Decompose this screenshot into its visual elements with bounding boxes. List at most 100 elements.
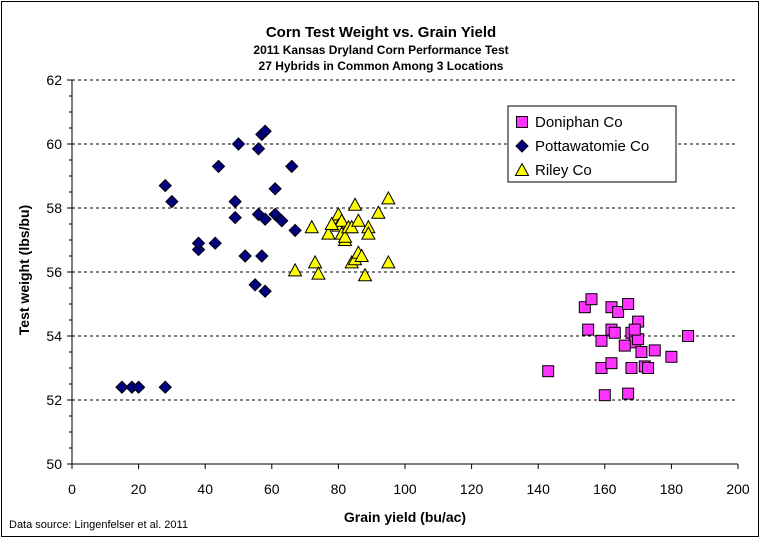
- data-point: [648, 344, 661, 357]
- data-point: [642, 362, 655, 374]
- y-tick-label: 54: [46, 328, 62, 344]
- data-point: [208, 236, 222, 250]
- chart-title: Corn Test Weight vs. Grain Yield: [266, 24, 496, 41]
- data-point: [618, 339, 631, 352]
- legend-label: Pottawatomie Co: [535, 138, 649, 155]
- data-point: [304, 219, 320, 234]
- data-point: [665, 350, 678, 363]
- data-point: [337, 229, 353, 243]
- data-point: [287, 262, 303, 277]
- data-point: [228, 210, 242, 225]
- data-point: [608, 326, 621, 339]
- data-point: [682, 330, 695, 342]
- x-tick-labels: 0 20 40 60 80 100 120 140 160 180 200: [68, 481, 750, 497]
- data-point: [371, 205, 386, 219]
- axes: [67, 79, 739, 469]
- data-point: [268, 207, 282, 222]
- data-point: [361, 226, 376, 240]
- data-point: [255, 249, 269, 263]
- x-tick-label: 60: [264, 481, 280, 497]
- x-tick-label: 80: [331, 481, 347, 497]
- x-tick-label: 160: [593, 481, 617, 497]
- y-axis-label: Test weight (lbs/bu): [16, 205, 32, 335]
- y-tick-label: 50: [46, 456, 62, 472]
- data-point: [258, 284, 272, 298]
- data-point: [381, 254, 396, 269]
- data-point: [307, 254, 323, 269]
- legend-marker: [515, 139, 529, 153]
- y-tick-labels: 50 52 54 56 58 60 62: [46, 72, 62, 472]
- x-tick-label: 40: [197, 481, 213, 497]
- x-tick-label: 140: [527, 481, 551, 497]
- data-point: [351, 213, 366, 227]
- data-point: [248, 278, 262, 292]
- data-point: [542, 365, 555, 378]
- data-point: [625, 362, 638, 374]
- y-tick-label: 60: [46, 136, 62, 152]
- data-point: [258, 124, 272, 138]
- data-point: [311, 266, 326, 280]
- data-point: [595, 362, 608, 374]
- data-point: [635, 346, 648, 358]
- legend-marker: [514, 162, 530, 176]
- data-point: [578, 301, 591, 314]
- x-tick-label: 180: [660, 481, 684, 497]
- data-point: [115, 380, 129, 394]
- data-point: [158, 178, 172, 193]
- data-point: [211, 159, 226, 174]
- x-tick-label: 200: [726, 481, 750, 497]
- data-point: [585, 293, 598, 306]
- y-tick-label: 62: [46, 72, 62, 88]
- x-tick-label: 100: [393, 481, 417, 497]
- legend-marker: [516, 116, 528, 128]
- data-point: [321, 226, 336, 240]
- data-point: [231, 137, 246, 151]
- data-point: [347, 197, 363, 211]
- data-point: [275, 214, 289, 228]
- data-points: [115, 124, 695, 402]
- data-point: [582, 323, 595, 336]
- legend-box: [507, 105, 677, 183]
- data-point: [251, 142, 266, 156]
- x-tick-label: 0: [68, 481, 76, 497]
- data-point: [598, 389, 611, 402]
- series-doniphan-co: [542, 293, 695, 402]
- data-point: [258, 212, 272, 226]
- series-riley-co: [287, 190, 396, 282]
- y-tick-label: 58: [46, 200, 62, 216]
- data-point: [628, 323, 641, 336]
- x-axis-label: Grain yield (bu/ac): [344, 509, 466, 525]
- data-point: [228, 194, 242, 209]
- series-pottawatomie-co: [115, 124, 302, 394]
- data-point: [191, 236, 206, 250]
- data-point: [158, 380, 172, 394]
- data-point: [357, 267, 373, 282]
- data-point: [238, 249, 252, 263]
- legend-label: Riley Co: [535, 162, 592, 179]
- data-point: [605, 357, 618, 370]
- x-tick-label: 120: [460, 481, 484, 497]
- chart-subtitle-2: 27 Hybrids in Common Among 3 Locations: [259, 59, 504, 73]
- data-point: [288, 223, 302, 238]
- data-point: [354, 248, 370, 262]
- data-point: [381, 190, 396, 205]
- x-tick-label: 20: [131, 481, 147, 497]
- source-note: Data source: Lingenfelser et al. 2011: [9, 519, 188, 531]
- data-point: [622, 298, 635, 310]
- y-tick-label: 52: [46, 392, 62, 408]
- legend-label: Doniphan Co: [535, 114, 623, 131]
- data-point: [285, 159, 299, 174]
- data-point: [622, 387, 635, 400]
- data-point: [595, 334, 608, 347]
- legend: Doniphan Co Pottawatomie Co Riley Co: [507, 105, 677, 183]
- y-tick-label: 56: [46, 264, 62, 280]
- data-point: [268, 182, 282, 196]
- data-point: [334, 213, 350, 227]
- data-point: [165, 194, 179, 209]
- chart-subtitle-1: 2011 Kansas Dryland Corn Performance Tes…: [253, 43, 508, 57]
- data-point: [612, 306, 625, 318]
- data-point: [131, 380, 146, 394]
- gridlines: [72, 79, 738, 401]
